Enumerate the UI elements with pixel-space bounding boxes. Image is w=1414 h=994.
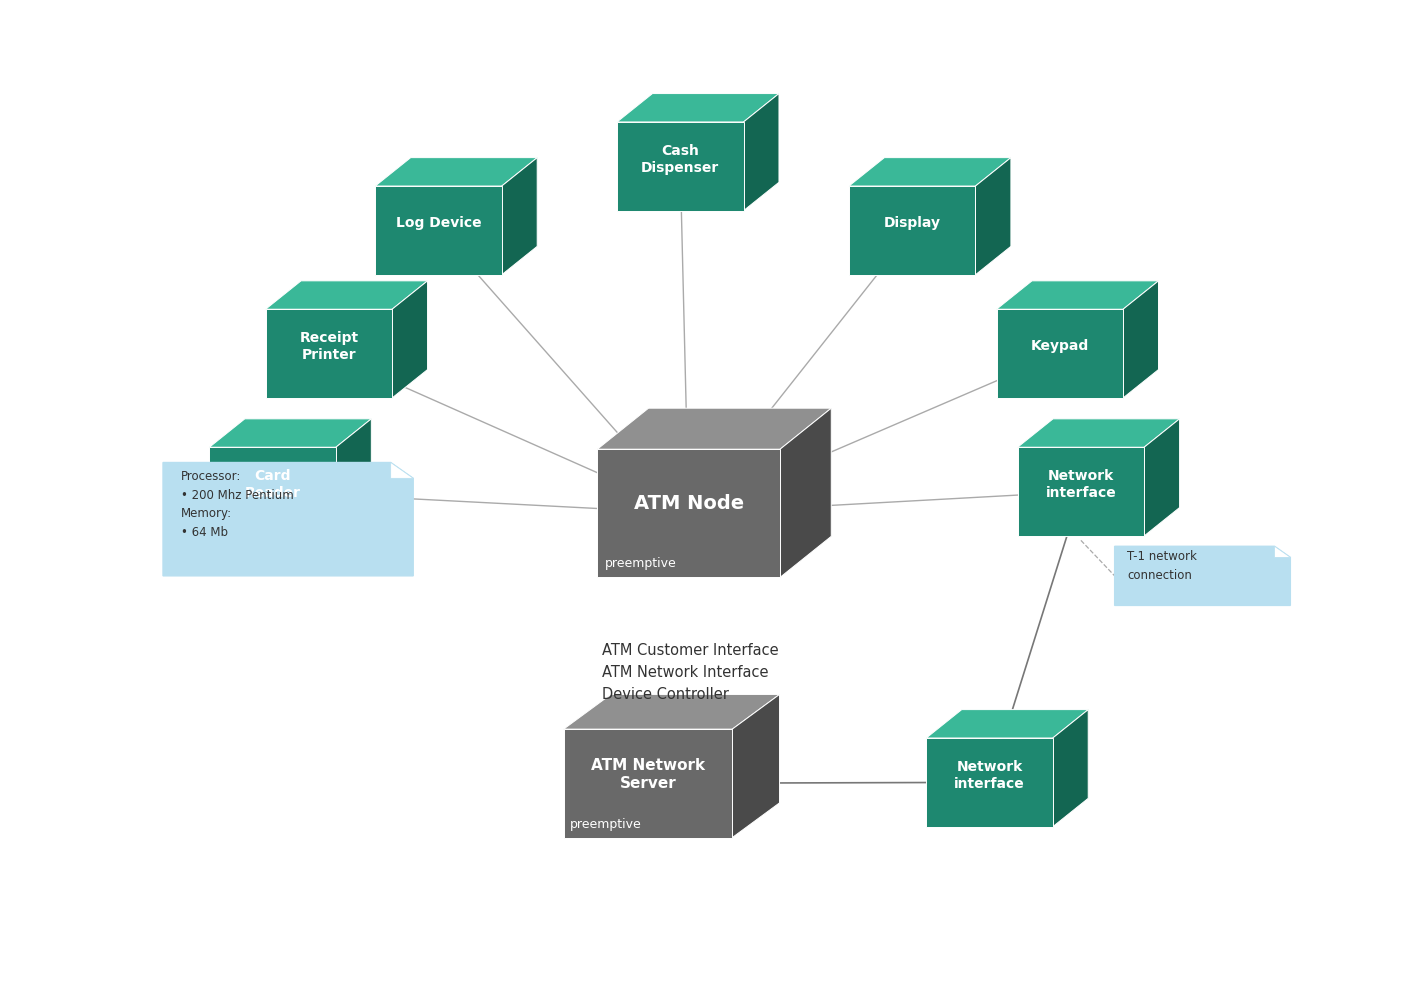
Text: Receipt
Printer: Receipt Printer — [300, 331, 358, 362]
Text: ATM Node: ATM Node — [633, 493, 744, 513]
Text: Display: Display — [884, 217, 940, 231]
Polygon shape — [848, 158, 1011, 186]
Text: ATM Customer Interface
ATM Network Interface
Device Controller: ATM Customer Interface ATM Network Inter… — [601, 643, 778, 703]
Polygon shape — [1144, 418, 1179, 536]
Polygon shape — [375, 186, 502, 274]
Polygon shape — [848, 186, 976, 274]
Text: Network
interface: Network interface — [1045, 469, 1116, 500]
Polygon shape — [617, 122, 744, 211]
Polygon shape — [976, 158, 1011, 274]
Polygon shape — [997, 281, 1158, 309]
Polygon shape — [209, 447, 337, 536]
Polygon shape — [209, 418, 372, 447]
Polygon shape — [1274, 547, 1291, 558]
Polygon shape — [564, 730, 732, 838]
Polygon shape — [781, 409, 831, 578]
Polygon shape — [502, 158, 537, 274]
Polygon shape — [732, 695, 779, 838]
Polygon shape — [163, 462, 413, 576]
Text: Network
interface: Network interface — [954, 759, 1025, 791]
Text: Processor:
• 200 Mhz Pentium
Memory:
• 64 Mb: Processor: • 200 Mhz Pentium Memory: • 6… — [181, 470, 293, 539]
Polygon shape — [266, 281, 427, 309]
Polygon shape — [1123, 281, 1158, 398]
Polygon shape — [597, 449, 781, 578]
Text: Keypad: Keypad — [1031, 340, 1089, 354]
Polygon shape — [564, 695, 779, 730]
Polygon shape — [597, 409, 831, 449]
Polygon shape — [266, 309, 392, 398]
Polygon shape — [390, 462, 413, 478]
Text: Cash
Dispenser: Cash Dispenser — [641, 143, 720, 175]
Text: Card
Reader: Card Reader — [245, 469, 301, 500]
Polygon shape — [1018, 447, 1144, 536]
Polygon shape — [1053, 710, 1089, 827]
Text: T-1 network
connection: T-1 network connection — [1127, 551, 1196, 581]
Polygon shape — [926, 710, 1089, 738]
Polygon shape — [375, 158, 537, 186]
Text: preemptive: preemptive — [605, 557, 676, 570]
Text: preemptive: preemptive — [570, 818, 642, 831]
Polygon shape — [1114, 547, 1291, 605]
Text: ATM Network
Server: ATM Network Server — [591, 757, 706, 791]
Polygon shape — [744, 93, 779, 211]
Polygon shape — [617, 93, 779, 122]
Polygon shape — [997, 309, 1123, 398]
Polygon shape — [926, 738, 1053, 827]
Polygon shape — [392, 281, 427, 398]
Polygon shape — [1018, 418, 1179, 447]
Text: Log Device: Log Device — [396, 217, 481, 231]
Polygon shape — [337, 418, 372, 536]
